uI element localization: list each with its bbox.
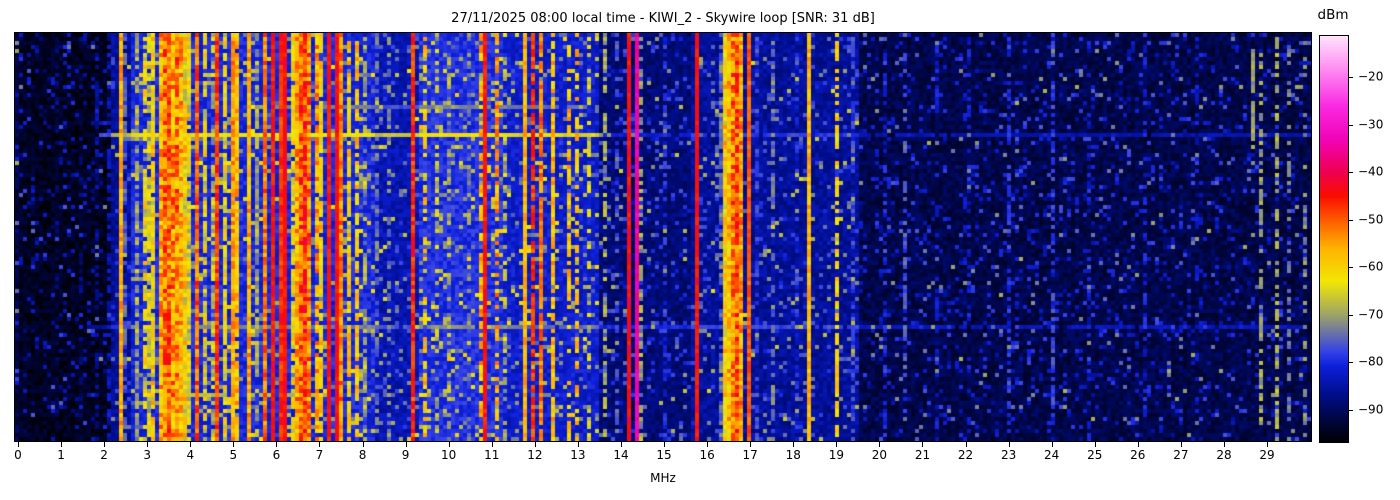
x-tick-label: 28 [1216, 448, 1232, 462]
x-tick-label: 4 [186, 448, 195, 462]
x-tick-label: 14 [613, 448, 629, 462]
colorbar-tick-label: −80 [1358, 354, 1384, 369]
x-tick-mark [1267, 442, 1269, 447]
x-tick-label: 2 [100, 448, 108, 462]
x-tick-label: 24 [1044, 448, 1060, 462]
x-tick-mark [664, 442, 666, 447]
x-tick-mark [836, 442, 838, 447]
colorbar-tick-label: −20 [1358, 69, 1384, 84]
x-tick-mark [750, 442, 752, 447]
x-tick-mark [1180, 442, 1182, 447]
colorbar-tick-label: −40 [1358, 164, 1384, 179]
x-tick-label: 3 [143, 448, 152, 462]
x-tick-mark [61, 442, 63, 447]
x-tick-label: 9 [401, 448, 410, 462]
x-tick-label: 1 [57, 448, 65, 462]
colorbar-tick-mark [1348, 267, 1353, 268]
x-tick-mark [276, 442, 278, 447]
x-tick-label: 0 [14, 448, 22, 462]
x-tick-mark [1094, 442, 1096, 447]
colorbar-tick-label: −90 [1358, 402, 1384, 417]
spectrogram-canvas [15, 33, 1311, 441]
x-tick-mark [1008, 442, 1010, 447]
x-tick-mark [620, 442, 622, 447]
x-tick-label: 15 [656, 448, 672, 462]
x-tick-mark [1051, 442, 1053, 447]
colorbar [1319, 35, 1349, 443]
colorbar-tick-label: −30 [1358, 117, 1384, 132]
x-tick-label: 29 [1259, 448, 1275, 462]
x-tick-label: 6 [272, 448, 281, 462]
x-tick-mark [534, 442, 536, 447]
x-tick-mark [362, 442, 364, 447]
colorbar-tick-mark [1348, 172, 1353, 173]
x-tick-mark [793, 442, 795, 447]
x-tick-mark [147, 442, 149, 447]
plot-title: 27/11/2025 08:00 local time - KIWI_2 - S… [451, 11, 875, 26]
colorbar-tick-mark [1348, 220, 1353, 221]
x-tick-mark [190, 442, 192, 447]
x-tick-mark [319, 442, 321, 447]
x-tick-label: 19 [828, 448, 844, 462]
colorbar-tick-label: −50 [1358, 212, 1384, 227]
x-tick-mark [707, 442, 709, 447]
x-tick-label: 11 [484, 448, 500, 462]
colorbar-tick-mark [1348, 362, 1353, 363]
x-tick-label: 18 [785, 448, 801, 462]
x-tick-label: 7 [315, 448, 324, 462]
x-tick-mark [104, 442, 106, 447]
x-tick-label: 22 [957, 448, 974, 462]
colorbar-canvas [1320, 36, 1348, 442]
colorbar-tick-mark [1348, 315, 1353, 316]
x-tick-mark [491, 442, 493, 447]
x-axis-label: MHz [650, 471, 676, 485]
x-tick-mark [577, 442, 579, 447]
x-tick-mark [965, 442, 967, 447]
x-tick-label: 27 [1173, 448, 1189, 462]
x-tick-label: 16 [699, 448, 715, 462]
x-tick-label: 23 [1000, 448, 1017, 462]
x-tick-label: 26 [1130, 448, 1146, 462]
colorbar-tick-mark [1348, 125, 1353, 126]
colorbar-tick-mark [1348, 77, 1353, 78]
x-tick-mark [18, 442, 19, 447]
x-tick-label: 20 [871, 448, 888, 462]
x-tick-mark [448, 442, 450, 447]
x-tick-label: 17 [742, 448, 758, 462]
x-tick-mark [233, 442, 235, 447]
x-tick-label: 25 [1087, 448, 1103, 462]
colorbar-title: dBm [1317, 7, 1349, 23]
x-tick-mark [405, 442, 407, 447]
x-tick-mark [1137, 442, 1139, 447]
colorbar-tick-mark [1348, 410, 1353, 411]
spectrogram-plot-area [14, 32, 1312, 442]
x-tick-label: 5 [229, 448, 238, 462]
x-tick-mark [922, 442, 924, 447]
x-tick-label: 12 [527, 448, 543, 462]
colorbar-tick-label: −70 [1358, 307, 1384, 322]
x-tick-mark [879, 442, 881, 447]
colorbar-tick-label: −60 [1358, 259, 1384, 274]
x-tick-label: 10 [441, 448, 457, 462]
x-tick-label: 13 [570, 448, 586, 462]
x-tick-label: 21 [914, 448, 931, 462]
x-tick-mark [1223, 442, 1225, 447]
x-tick-label: 8 [358, 448, 367, 462]
